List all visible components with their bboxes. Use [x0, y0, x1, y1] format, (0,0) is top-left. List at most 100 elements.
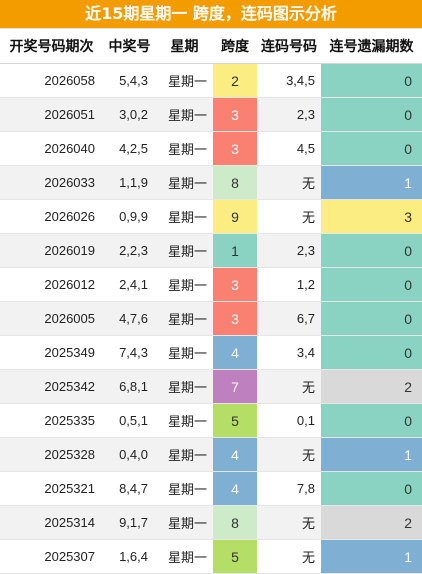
- consecutive-numbers-cell: 无: [257, 437, 321, 472]
- span-cell: 8: [213, 165, 257, 200]
- winning-numbers-cell: 0,9,9: [103, 199, 156, 234]
- page-title: 近15期星期一 跨度，连码图示分析: [0, 0, 422, 29]
- header-winning-numbers: 中奖号: [103, 29, 156, 64]
- weekday-cell: 星期一: [156, 403, 213, 438]
- consecutive-miss-cell: 1: [321, 437, 422, 472]
- header-period: 开奖号码期次: [0, 29, 103, 64]
- weekday-cell: 星期一: [156, 199, 213, 234]
- consecutive-numbers-cell: 无: [257, 539, 321, 574]
- winning-numbers-cell: 0,5,1: [103, 403, 156, 438]
- consecutive-numbers-cell: 7,8: [257, 471, 321, 506]
- table-row: 2026005 4,7,6 星期一 3 6,7 0: [0, 301, 422, 336]
- period-cell: 2026019: [0, 233, 103, 268]
- consecutive-miss-cell: 2: [321, 369, 422, 404]
- header-span: 跨度: [213, 29, 257, 64]
- winning-numbers-cell: 5,4,3: [103, 63, 156, 98]
- table-row: 2026040 4,2,5 星期一 3 4,5 0: [0, 131, 422, 166]
- span-cell: 5: [213, 403, 257, 438]
- winning-numbers-cell: 8,4,7: [103, 471, 156, 506]
- consecutive-miss-cell: 1: [321, 539, 422, 574]
- weekday-cell: 星期一: [156, 301, 213, 336]
- consecutive-miss-cell: 0: [321, 233, 422, 268]
- header-weekday: 星期: [156, 29, 213, 64]
- consecutive-miss-cell: 1: [321, 165, 422, 200]
- weekday-cell: 星期一: [156, 471, 213, 506]
- span-cell: 2: [213, 63, 257, 98]
- table-row: 2026012 2,4,1 星期一 3 1,2 0: [0, 267, 422, 302]
- table-row: 2026051 3,0,2 星期一 3 2,3 0: [0, 97, 422, 132]
- consecutive-miss-cell: 0: [321, 403, 422, 438]
- period-cell: 2026005: [0, 301, 103, 336]
- span-cell: 3: [213, 97, 257, 132]
- consecutive-miss-cell: 0: [321, 63, 422, 98]
- weekday-cell: 星期一: [156, 539, 213, 574]
- consecutive-numbers-cell: 6,7: [257, 301, 321, 336]
- consecutive-miss-cell: 0: [321, 131, 422, 166]
- table-row: 2026019 2,2,3 星期一 1 2,3 0: [0, 233, 422, 268]
- header-consecutive-numbers: 连码号码: [257, 29, 321, 64]
- consecutive-numbers-cell: 无: [257, 505, 321, 540]
- span-cell: 9: [213, 199, 257, 234]
- span-cell: 4: [213, 335, 257, 370]
- table-row: 2026026 0,9,9 星期一 9 无 3: [0, 199, 422, 234]
- weekday-cell: 星期一: [156, 369, 213, 404]
- span-cell: 3: [213, 301, 257, 336]
- period-cell: 2026051: [0, 97, 103, 132]
- consecutive-numbers-cell: 3,4,5: [257, 63, 321, 98]
- analysis-table: 开奖号码期次 中奖号 星期 跨度 连码号码 连号遗漏期数 2026058 5,4,…: [0, 29, 422, 574]
- span-cell: 8: [213, 505, 257, 540]
- consecutive-numbers-cell: 1,2: [257, 267, 321, 302]
- winning-numbers-cell: 4,2,5: [103, 131, 156, 166]
- consecutive-numbers-cell: 3,4: [257, 335, 321, 370]
- consecutive-numbers-cell: 2,3: [257, 233, 321, 268]
- consecutive-numbers-cell: 无: [257, 165, 321, 200]
- table-row: 2025328 0,4,0 星期一 4 无 1: [0, 437, 422, 472]
- table-body: 2026058 5,4,3 星期一 2 3,4,5 0 2026051 3,0,2 星期一 3 2,…: [0, 63, 422, 574]
- span-cell: 5: [213, 539, 257, 574]
- consecutive-numbers-cell: 无: [257, 369, 321, 404]
- consecutive-miss-cell: 0: [321, 471, 422, 506]
- weekday-cell: 星期一: [156, 505, 213, 540]
- winning-numbers-cell: 4,7,6: [103, 301, 156, 336]
- span-cell: 7: [213, 369, 257, 404]
- winning-numbers-cell: 1,6,4: [103, 539, 156, 574]
- winning-numbers-cell: 0,4,0: [103, 437, 156, 472]
- period-cell: 2025335: [0, 403, 103, 438]
- consecutive-miss-cell: 0: [321, 335, 422, 370]
- period-cell: 2026058: [0, 63, 103, 98]
- winning-numbers-cell: 7,4,3: [103, 335, 156, 370]
- winning-numbers-cell: 2,2,3: [103, 233, 156, 268]
- table-row: 2025342 6,8,1 星期一 7 无 2: [0, 369, 422, 404]
- winning-numbers-cell: 6,8,1: [103, 369, 156, 404]
- consecutive-numbers-cell: 4,5: [257, 131, 321, 166]
- consecutive-numbers-cell: 0,1: [257, 403, 321, 438]
- table-row: 2025307 1,6,4 星期一 5 无 1: [0, 539, 422, 574]
- consecutive-miss-cell: 0: [321, 267, 422, 302]
- weekday-cell: 星期一: [156, 437, 213, 472]
- consecutive-miss-cell: 0: [321, 97, 422, 132]
- period-cell: 2026012: [0, 267, 103, 302]
- period-cell: 2025342: [0, 369, 103, 404]
- weekday-cell: 星期一: [156, 233, 213, 268]
- weekday-cell: 星期一: [156, 267, 213, 302]
- weekday-cell: 星期一: [156, 165, 213, 200]
- span-cell: 3: [213, 131, 257, 166]
- table-row: 2026033 1,1,9 星期一 8 无 1: [0, 165, 422, 200]
- weekday-cell: 星期一: [156, 131, 213, 166]
- table-row: 2025314 9,1,7 星期一 8 无 2: [0, 505, 422, 540]
- consecutive-numbers-cell: 2,3: [257, 97, 321, 132]
- table-row: 2025335 0,5,1 星期一 5 0,1 0: [0, 403, 422, 438]
- period-cell: 2025307: [0, 539, 103, 574]
- weekday-cell: 星期一: [156, 97, 213, 132]
- weekday-cell: 星期一: [156, 335, 213, 370]
- period-cell: 2025328: [0, 437, 103, 472]
- period-cell: 2026033: [0, 165, 103, 200]
- table-row: 2025321 8,4,7 星期一 4 7,8 0: [0, 471, 422, 506]
- period-cell: 2025349: [0, 335, 103, 370]
- period-cell: 2026040: [0, 131, 103, 166]
- winning-numbers-cell: 2,4,1: [103, 267, 156, 302]
- weekday-cell: 星期一: [156, 63, 213, 98]
- winning-numbers-cell: 1,1,9: [103, 165, 156, 200]
- span-cell: 4: [213, 471, 257, 506]
- consecutive-miss-cell: 0: [321, 301, 422, 336]
